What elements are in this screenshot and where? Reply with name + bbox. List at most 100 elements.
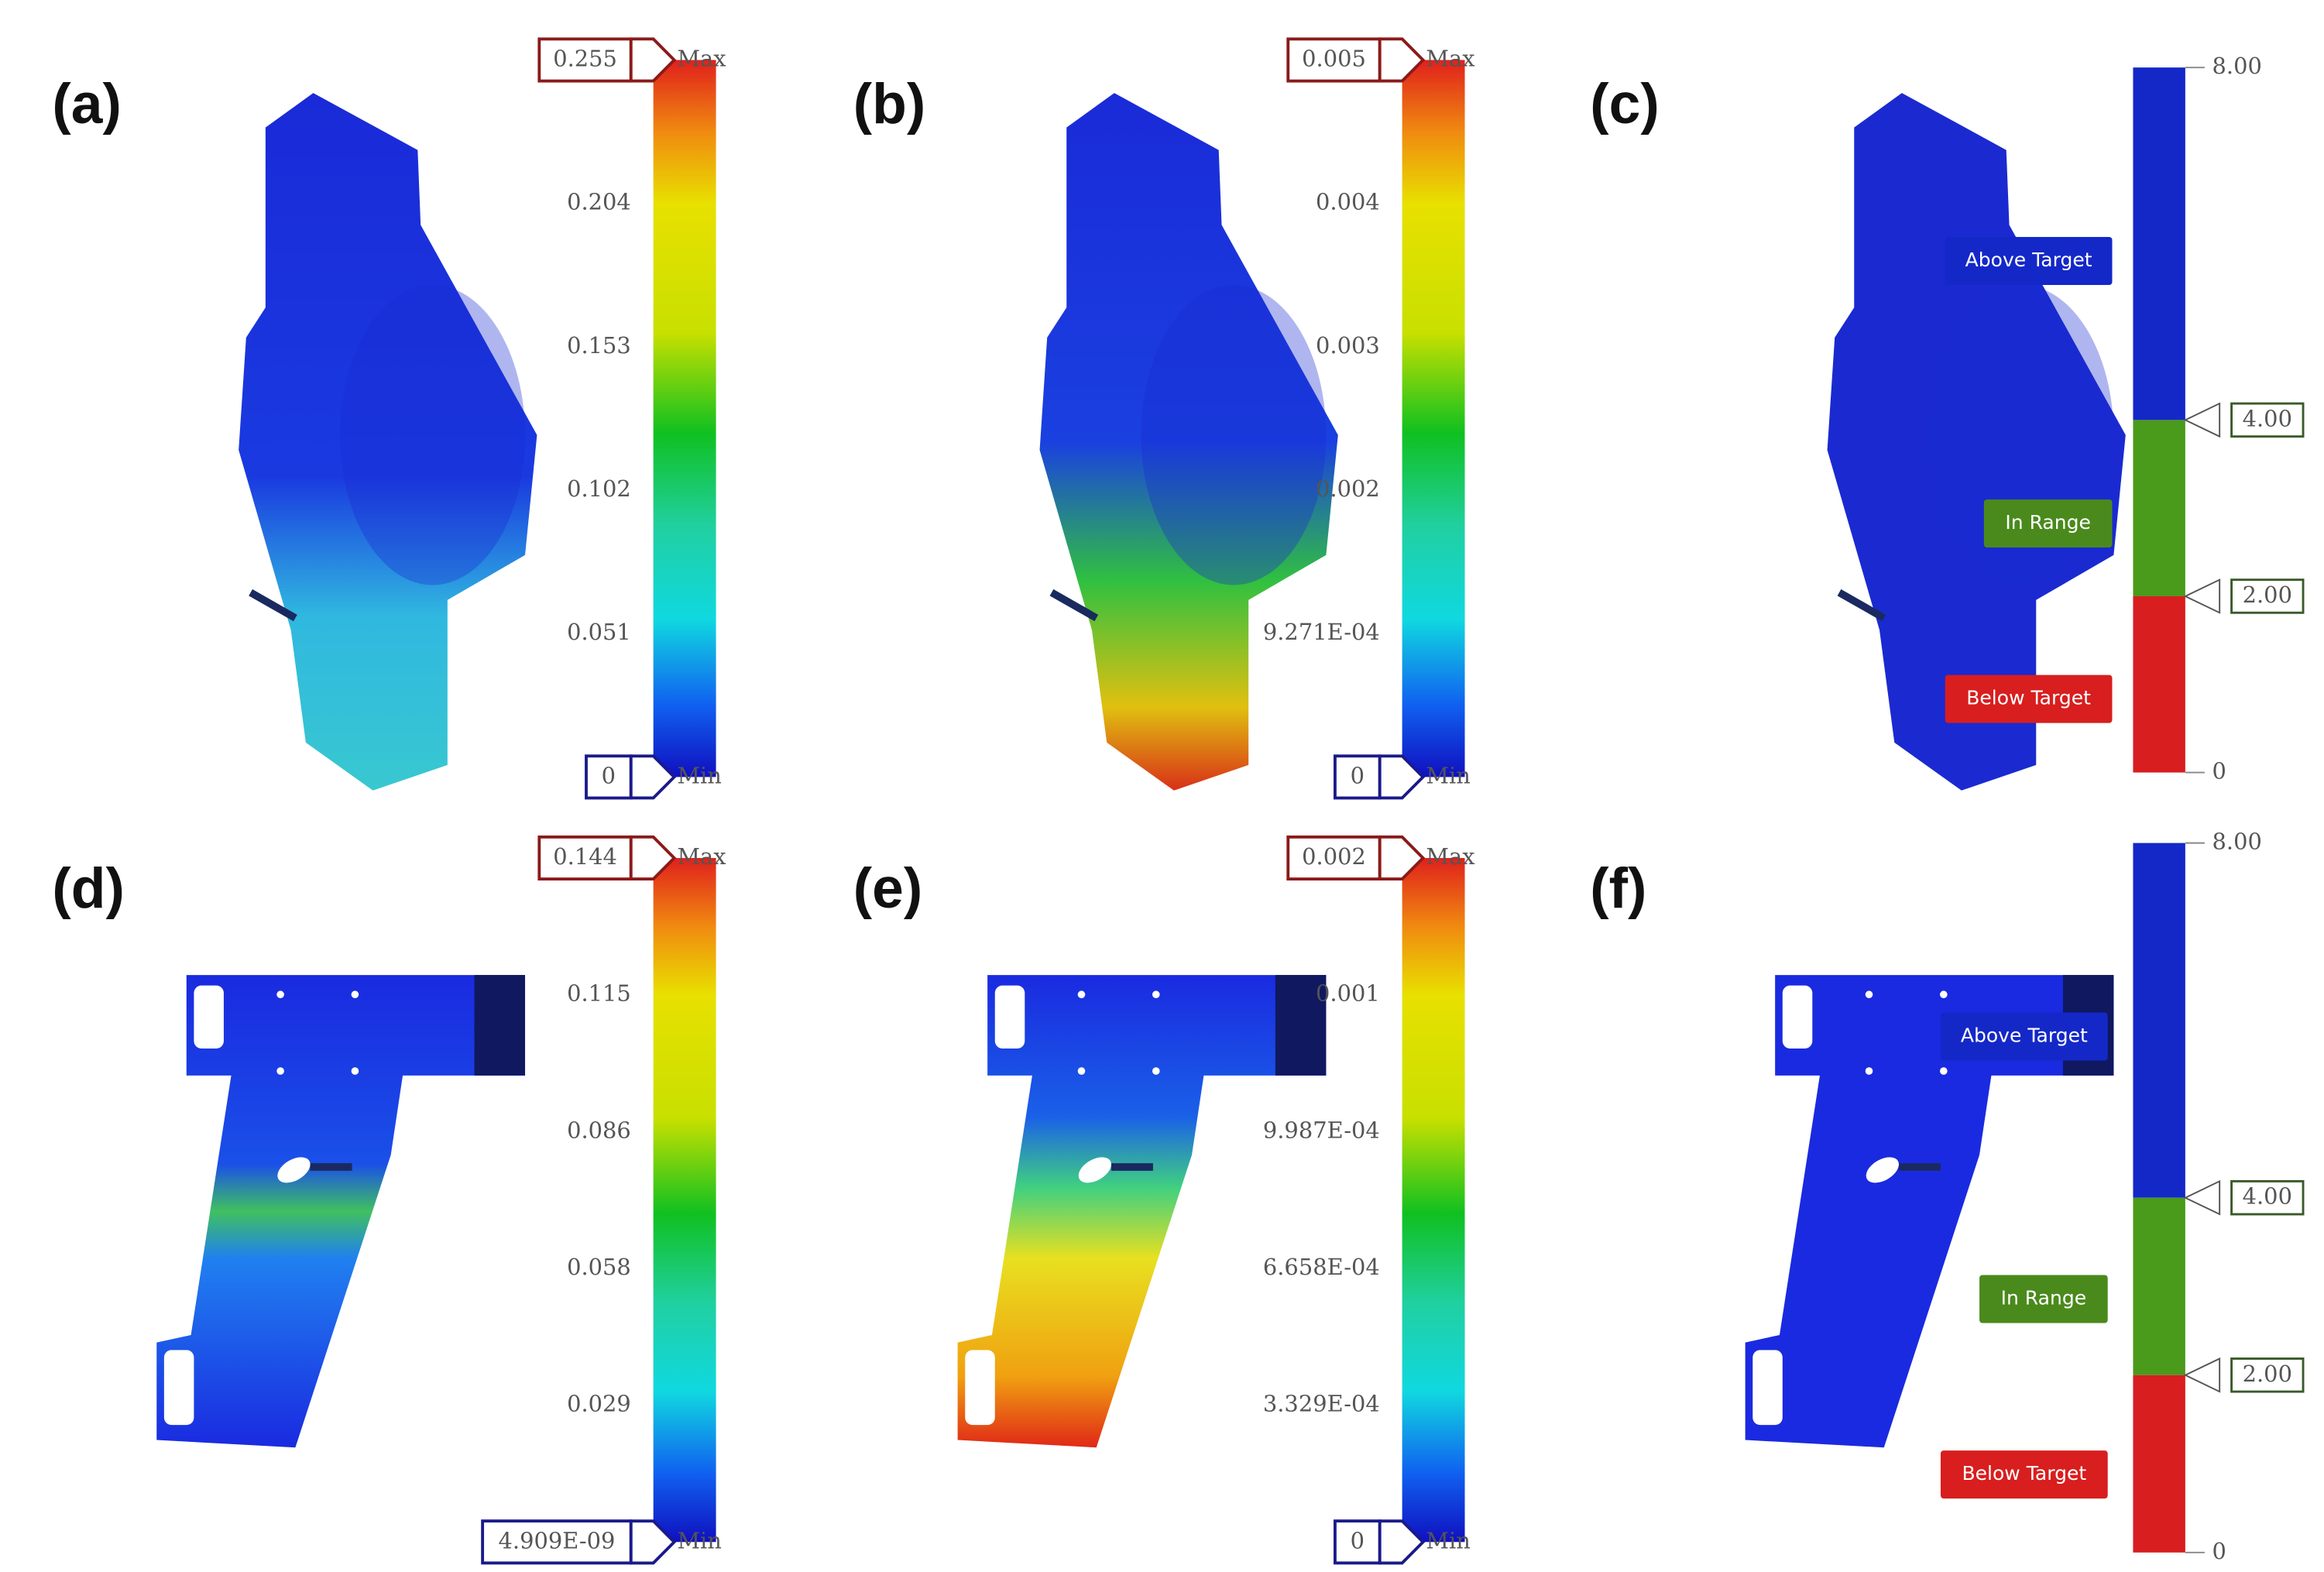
min-label: Min <box>677 762 721 788</box>
hole <box>276 1067 284 1075</box>
button <box>1983 499 2113 548</box>
bar-range <box>2133 1197 2185 1375</box>
pointer <box>1378 1519 1426 1565</box>
marker-label: 4.00 <box>2243 405 2292 431</box>
legend-value: 0 <box>1351 1527 1365 1553</box>
part <box>1745 975 2114 1448</box>
tick-label: 0.003 <box>1316 332 1380 359</box>
color-bar <box>1402 60 1465 777</box>
panel-label: (b) <box>853 72 925 136</box>
slot <box>1782 985 1813 1049</box>
marker-label: 2.00 <box>2243 582 2292 608</box>
bar-above <box>2133 67 2185 420</box>
min-label: Min <box>1426 1527 1470 1553</box>
tick-label: 0.002 <box>1316 475 1380 502</box>
tick-label: 0.086 <box>567 1117 631 1143</box>
panel: (a) 0.255 0 Max Min 0.204 0.153 0.102 0.051 <box>52 37 726 800</box>
tick-label: 3.329E-04 <box>1263 1391 1380 1417</box>
button-label: Above Target <box>1965 249 2092 271</box>
button <box>1945 237 2113 286</box>
marker-label: 2.00 <box>2243 1361 2292 1387</box>
panel-label: (f) <box>1590 856 1646 920</box>
pointer <box>1378 835 1426 881</box>
top-label: 8.00 <box>2212 829 2262 855</box>
arrow <box>1049 589 1099 622</box>
tick-label: 0.029 <box>567 1391 631 1417</box>
part-disc <box>1141 285 1327 585</box>
tick-label: 0.051 <box>567 619 631 645</box>
top-label: 8.00 <box>2212 53 2262 79</box>
panel: (b) 0.005 0 Max Min 0.004 0.003 0.002 9.271E-04 <box>853 37 1475 800</box>
tick-label: 9.987E-04 <box>1263 1117 1380 1143</box>
panel: (c) 8.00 0 4.00 2.00 Above Target In Range Belo… <box>1590 53 2305 791</box>
pointer <box>1378 754 1426 800</box>
tick-label: 0.115 <box>567 980 631 1007</box>
slot <box>994 985 1025 1049</box>
bar-below <box>2133 1375 2185 1553</box>
button-label: Above Target <box>1961 1024 2088 1046</box>
color-bar <box>653 857 716 1543</box>
hole <box>1077 1067 1086 1075</box>
pointer <box>629 37 677 83</box>
slot <box>163 1350 194 1426</box>
value-box <box>2230 1357 2305 1393</box>
pointer <box>629 1519 677 1565</box>
max-label: Max <box>1426 45 1474 71</box>
max-label: Max <box>677 843 726 870</box>
value-box <box>2230 578 2305 614</box>
value-box <box>537 835 633 881</box>
panel: (f) 8.00 0 4.00 2.00 Above Target In Range Belo… <box>1590 829 2305 1564</box>
bar-below <box>2133 596 2185 773</box>
hole <box>1152 1067 1160 1075</box>
slot <box>194 985 224 1049</box>
legend-value: 0.144 <box>553 843 617 870</box>
color-bar <box>1402 857 1465 1543</box>
hole <box>351 1067 359 1075</box>
panel-label: (d) <box>52 856 124 920</box>
part <box>957 975 1327 1448</box>
hole <box>1940 990 1948 999</box>
part <box>239 93 537 791</box>
tick-label: 0.102 <box>567 475 631 502</box>
pointer <box>2183 1357 2221 1393</box>
slot <box>965 1350 995 1426</box>
tick-label: 6.658E-04 <box>1263 1254 1380 1280</box>
button <box>1979 1275 2108 1323</box>
button <box>1945 674 2113 723</box>
pointer <box>629 835 677 881</box>
max-label: Max <box>1426 843 1474 870</box>
pointer <box>2183 1179 2221 1216</box>
button <box>1940 1012 2108 1061</box>
hole <box>1152 990 1160 999</box>
panel-label: (a) <box>52 72 121 136</box>
value-box <box>1334 1519 1382 1565</box>
hole <box>1078 1157 1111 1183</box>
bottom-label: 0 <box>2212 1538 2226 1564</box>
pointer <box>1378 37 1426 83</box>
tick-label: 0.153 <box>567 332 631 359</box>
pointer <box>2183 402 2221 438</box>
min-label: Min <box>677 1527 721 1553</box>
part <box>156 975 526 1448</box>
button-label: In Range <box>2005 511 2091 534</box>
legend-value: 0 <box>602 762 616 788</box>
button <box>1940 1450 2108 1499</box>
hole <box>1866 1157 1899 1183</box>
legend-value: 0.002 <box>1302 843 1366 870</box>
pointer <box>629 754 677 800</box>
arrow <box>249 589 297 622</box>
hole <box>276 990 284 999</box>
marker-label: 4.00 <box>2243 1183 2292 1210</box>
tick-label: 9.271E-04 <box>1263 619 1380 645</box>
part-block <box>474 975 526 1076</box>
hole <box>1077 990 1086 999</box>
bottom-label: 0 <box>2212 758 2226 784</box>
hole <box>1865 990 1873 999</box>
slot <box>1752 1350 1783 1426</box>
bar-above <box>2133 843 2185 1198</box>
hole <box>1940 1067 1948 1075</box>
hole <box>351 990 359 999</box>
button-label: In Range <box>2001 1286 2087 1309</box>
button-label: Below Target <box>1966 687 2091 709</box>
